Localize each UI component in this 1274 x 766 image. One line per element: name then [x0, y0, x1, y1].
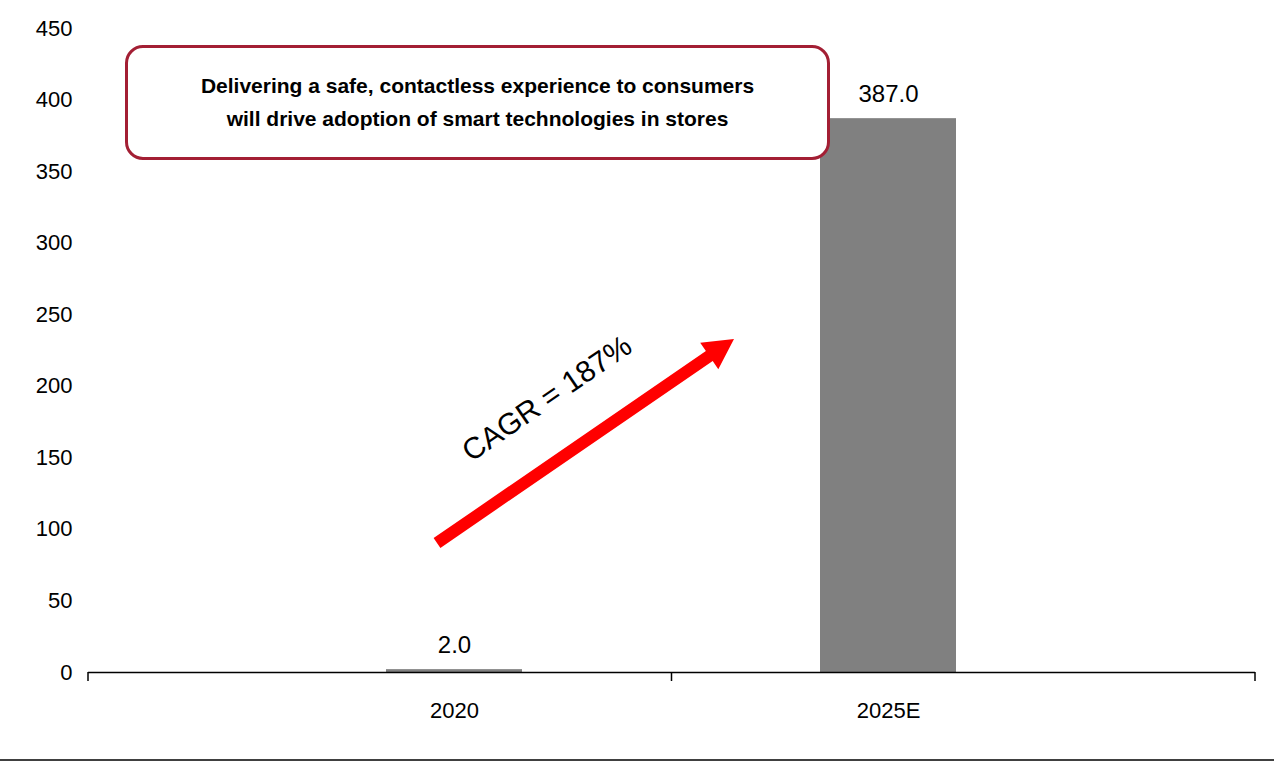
- svg-text:CAGR = 187%: CAGR = 187%: [456, 328, 638, 467]
- svg-text:150: 150: [36, 445, 73, 470]
- svg-text:2025E: 2025E: [857, 698, 921, 723]
- svg-text:250: 250: [36, 302, 73, 327]
- svg-text:450: 450: [36, 16, 73, 41]
- html-text:Delivering a safe, contactless: Delivering a safe, contactless experienc…: [200, 74, 755, 130]
- svg-text:2020: 2020: [430, 698, 479, 723]
- svg-text:300: 300: [36, 230, 73, 255]
- svg-text:200: 200: [36, 373, 73, 398]
- svg-text:100: 100: [36, 516, 73, 541]
- svg-text:400: 400: [36, 87, 73, 112]
- svg-text:0: 0: [60, 660, 72, 685]
- svg-text:387.0: 387.0: [858, 80, 918, 107]
- svg-text:50: 50: [48, 588, 72, 613]
- svg-text:2.0: 2.0: [438, 631, 471, 658]
- svg-text:350: 350: [36, 159, 73, 184]
